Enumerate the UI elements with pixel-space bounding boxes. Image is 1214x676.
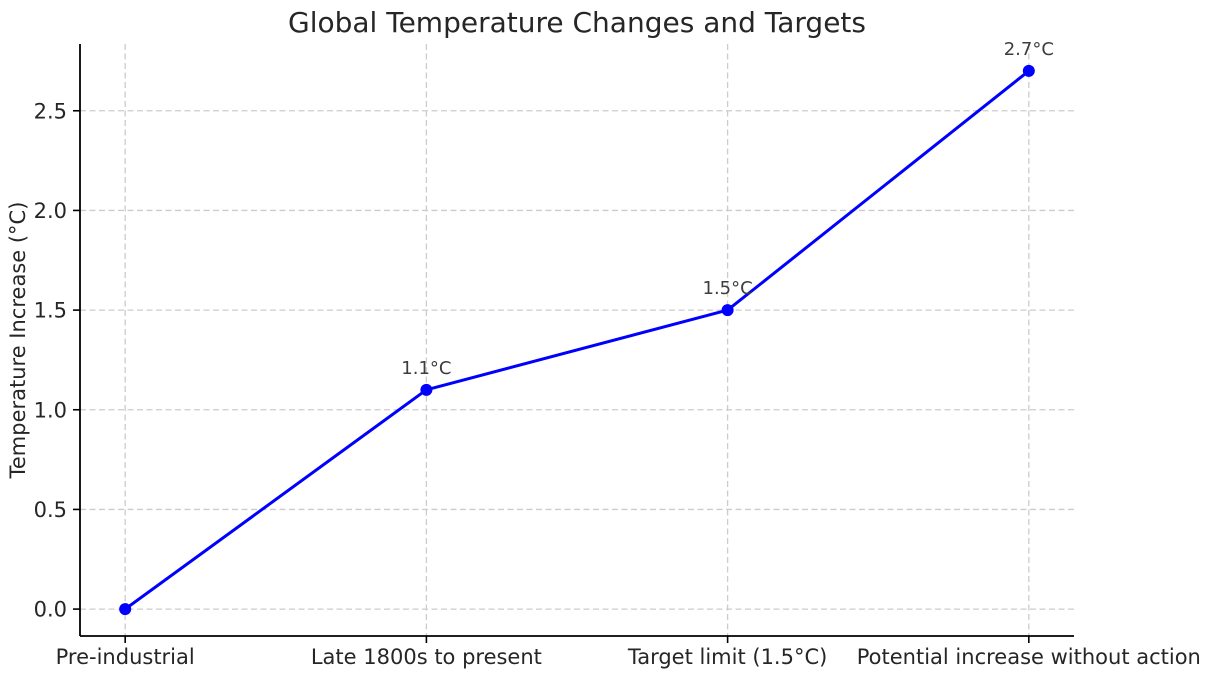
point-labels: 1.1°C 1.5°C 2.7°C [401,39,1054,379]
data-point-label: 1.1°C [401,358,451,379]
data-point-marker [420,383,433,396]
x-tick-label: Target limit (1.5°C) [627,645,827,669]
y-tick-label: 1.5 [34,299,67,323]
y-tick-label: 0.5 [34,498,67,522]
data-point-marker [721,304,734,317]
axes: 0.0 0.5 1.0 1.5 2.0 2.5 Pre-industrial Late 180… [34,44,1201,669]
y-tick-label: 1.0 [34,398,67,422]
x-tick-label: Potential increase without action [857,645,1201,669]
series-line-path [123,69,1031,611]
gridlines [80,44,1074,636]
data-point-marker [119,603,132,616]
x-tick-label: Pre-industrial [56,645,195,669]
temperature-series [119,64,1035,616]
data-point-marker [1022,64,1035,77]
y-axis-label: Temperature Increase (°C) [6,202,30,480]
y-tick-label: 0.0 [34,598,67,622]
y-tick-label: 2.0 [34,199,67,223]
data-point-label: 1.5°C [703,278,753,299]
y-tick-label: 2.5 [34,99,67,123]
data-point-label: 2.7°C [1004,39,1054,60]
chart-title: Global Temperature Changes and Targets [288,6,866,39]
x-tick-label: Late 1800s to present [311,645,542,669]
